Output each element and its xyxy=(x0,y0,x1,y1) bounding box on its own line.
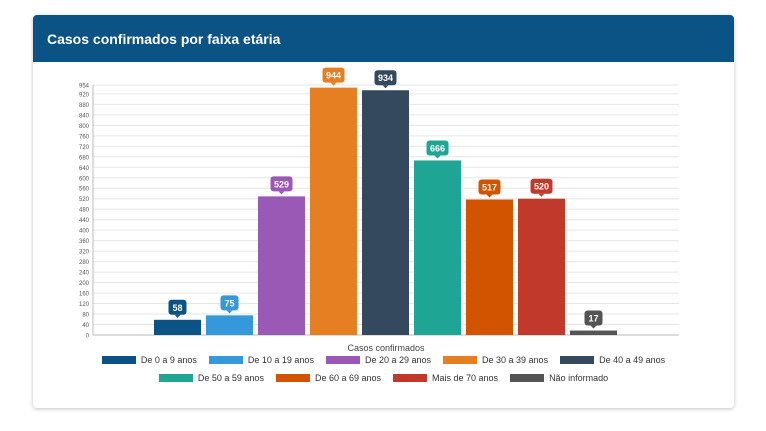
y-tick-label: 160 xyxy=(79,292,90,298)
legend-swatch xyxy=(101,356,136,364)
legend-label: De 30 a 39 anos xyxy=(482,355,549,365)
data-label-pointer xyxy=(538,193,545,197)
data-label-badge xyxy=(426,140,449,156)
chart-card: Casos confirmados por faixa etária 0 40 80… xyxy=(33,15,734,408)
y-tick-label: 40 xyxy=(82,323,89,329)
y-tick-label: 920 xyxy=(79,92,90,98)
legend-swatch xyxy=(325,356,360,364)
legend-label: De 50 a 59 anos xyxy=(197,373,264,383)
data-label-pointer xyxy=(486,194,493,198)
legend-item[interactable]: De 30 a 39 anos xyxy=(443,355,548,365)
legend-swatch xyxy=(510,374,545,382)
y-tick-label: 400 xyxy=(79,229,90,235)
chart-legend: De 0 a 9 anos De 10 a 19 anos De 20 a 29 a… xyxy=(33,351,734,387)
y-tick-label: 240 xyxy=(79,271,90,277)
data-label-pointer xyxy=(434,155,441,159)
data-label-pointer xyxy=(226,310,233,314)
legend-swatch xyxy=(393,374,428,382)
legend-item[interactable]: De 20 a 29 anos xyxy=(325,355,432,365)
legend-row: De 0 a 9 anos De 10 a 19 anos De 20 a 29 a… xyxy=(33,351,734,369)
bar xyxy=(154,319,201,335)
legend-label: De 60 a 69 anos xyxy=(314,373,382,383)
bar xyxy=(466,199,513,335)
data-label: 517 xyxy=(482,183,497,193)
y-tick-label: 720 xyxy=(79,145,90,151)
data-label-badge xyxy=(220,295,239,311)
y-tick-label: 480 xyxy=(79,208,90,214)
bar-chart: 0 40 80 120 160 200 240 280 320 360 400 440 480 520 56… xyxy=(79,67,679,352)
y-tick-label: 680 xyxy=(79,155,90,161)
legend-item[interactable]: De 40 a 49 anos xyxy=(560,355,665,365)
legend-swatch xyxy=(158,374,193,382)
card-header: Casos confirmados por faixa etária xyxy=(33,15,734,62)
data-label-badge xyxy=(478,179,501,195)
data-label: 58 xyxy=(172,303,182,313)
y-tick-label: 320 xyxy=(79,250,90,256)
y-tick-label: 800 xyxy=(79,124,90,130)
data-label-pointer xyxy=(278,191,285,195)
y-tick-label: 120 xyxy=(79,302,90,308)
legend-swatch xyxy=(560,356,595,364)
y-tick-label: 440 xyxy=(79,218,90,224)
data-label-pointer xyxy=(590,325,597,329)
legend-item[interactable]: Mais de 70 anos xyxy=(393,373,498,383)
y-tick-label: 80 xyxy=(82,313,89,319)
legend-item[interactable]: De 50 a 59 anos xyxy=(158,373,264,383)
data-label-badge xyxy=(584,310,603,326)
legend-swatch xyxy=(208,356,243,364)
y-tick-label: 360 xyxy=(79,239,90,245)
data-label-badge xyxy=(374,70,397,86)
legend-label: De 10 a 19 anos xyxy=(247,355,314,365)
data-label-pointer xyxy=(330,82,337,86)
data-label-badge xyxy=(322,67,345,83)
bar xyxy=(518,198,565,335)
y-tick-label: 280 xyxy=(79,260,90,266)
legend-label: Mais de 70 anos xyxy=(432,373,499,383)
legend-item[interactable]: De 60 a 69 anos xyxy=(275,373,382,383)
y-tick-label: 200 xyxy=(79,281,90,287)
data-label-badge xyxy=(270,176,293,192)
data-label-pointer xyxy=(382,85,389,89)
legend-swatch xyxy=(443,356,478,364)
y-tick-label: 0 xyxy=(86,334,90,340)
y-tick-label: 640 xyxy=(79,166,90,172)
y-tick-label: 840 xyxy=(79,113,90,119)
legend-item[interactable]: De 10 a 19 anos xyxy=(208,355,314,365)
data-label-badge xyxy=(530,178,553,194)
data-label-pointer xyxy=(174,314,181,318)
y-tick-label: 560 xyxy=(79,187,90,193)
bar xyxy=(310,87,357,335)
chart-title: Casos confirmados por faixa etária xyxy=(47,30,281,47)
bar xyxy=(258,196,305,335)
data-label: 17 xyxy=(588,314,598,324)
legend-label: De 20 a 29 anos xyxy=(364,355,432,365)
data-label: 520 xyxy=(534,182,549,192)
legend-label: Não informado xyxy=(549,373,609,383)
bar xyxy=(570,330,617,335)
x-axis-label: Casos confirmados xyxy=(347,343,425,352)
data-label-badge xyxy=(168,299,187,315)
legend-item[interactable]: De 0 a 9 anos xyxy=(101,355,197,365)
bar xyxy=(362,90,409,335)
y-tick-label: 880 xyxy=(79,103,90,109)
y-tick-label: 520 xyxy=(79,197,90,203)
y-tick-label: 760 xyxy=(79,134,90,140)
legend-item[interactable]: Não informado xyxy=(510,373,608,383)
legend-label: De 40 a 49 anos xyxy=(599,355,666,365)
bar xyxy=(414,160,461,335)
y-tick-label: 954 xyxy=(79,84,90,90)
data-label: 666 xyxy=(430,143,445,153)
legend-label: De 0 a 9 anos xyxy=(140,355,197,365)
data-label: 75 xyxy=(224,298,234,308)
y-tick-label: 600 xyxy=(79,176,90,182)
bar xyxy=(206,315,253,335)
data-label: 934 xyxy=(378,73,393,83)
data-label: 529 xyxy=(274,179,289,189)
legend-row: De 50 a 59 anos De 60 a 69 anos Mais de 70… xyxy=(33,369,734,387)
legend-swatch xyxy=(275,374,310,382)
data-label: 944 xyxy=(326,71,341,81)
